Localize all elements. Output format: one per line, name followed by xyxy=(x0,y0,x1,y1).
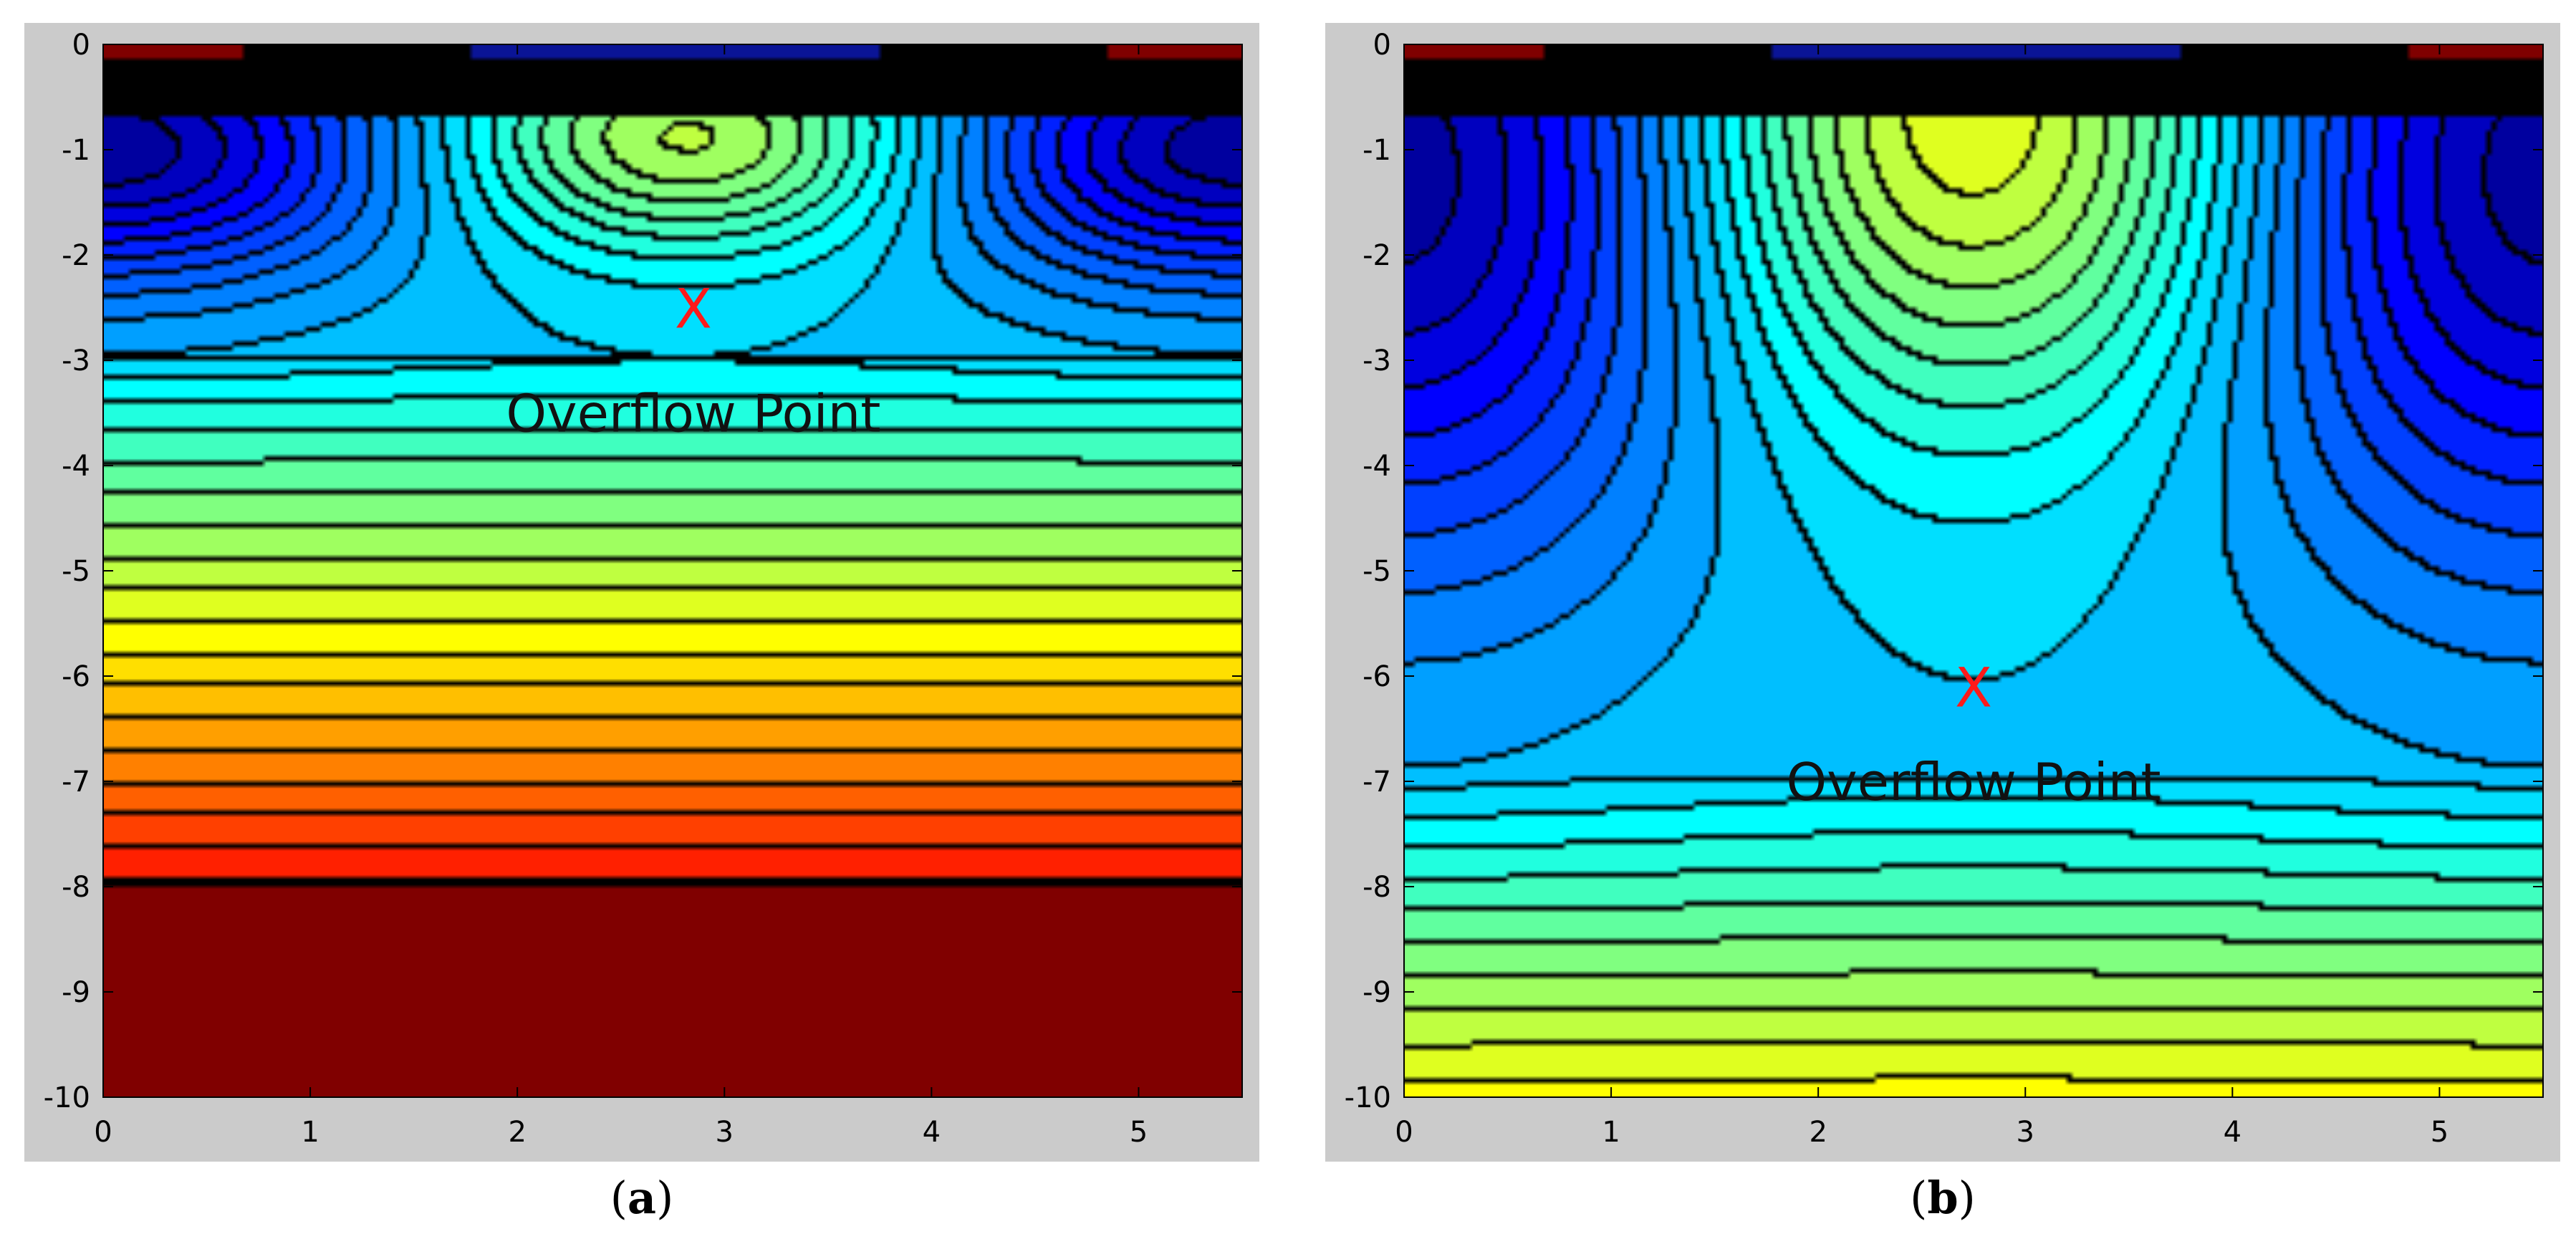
caption-b-close: ) xyxy=(1958,1172,1976,1224)
caption-b-letter: b xyxy=(1927,1172,1959,1224)
caption-a: (a) xyxy=(24,1172,1259,1224)
caption-a-letter: a xyxy=(627,1172,657,1224)
y-tick-label: -9 xyxy=(62,976,90,1009)
x-tick-label: 3 xyxy=(2017,1116,2034,1149)
y-tick-label: -4 xyxy=(62,450,90,483)
y-tick-label: -6 xyxy=(62,660,90,693)
y-tick-label: -10 xyxy=(1345,1081,1391,1114)
y-tick-label: -1 xyxy=(62,134,90,167)
contour-field xyxy=(103,44,1242,1097)
x-tick-label: 1 xyxy=(301,1116,319,1149)
y-tick-label: 0 xyxy=(1373,29,1391,62)
x-tick-label: 4 xyxy=(2224,1116,2241,1149)
x-tick-label: 0 xyxy=(1395,1116,1413,1149)
y-tick-label: 0 xyxy=(72,29,90,62)
y-tick-label: -1 xyxy=(1363,134,1391,167)
contour-plot-b-svg: 0 1 2 3 4 5 0 -1 -2 -3 -4 -5 -6 -7 -8 -9 -10 X Overflow Po… xyxy=(1345,29,2544,1149)
y-tick-label: -8 xyxy=(1363,871,1391,904)
overflow-marker: X xyxy=(1955,656,1992,720)
y-tick-label: -9 xyxy=(1363,976,1391,1009)
contour-plot-a-svg: 0 1 2 3 4 5 0 -1 -2 -3 -4 -5 -6 -7 -8 -9 -10 X Overflow Po… xyxy=(44,29,1243,1149)
y-tick-label: -7 xyxy=(1363,766,1391,799)
contour-field xyxy=(1404,44,2543,1097)
y-tick-label: -4 xyxy=(1363,450,1391,483)
caption-a-open: ( xyxy=(610,1172,628,1224)
overflow-point-label: Overflow Point xyxy=(506,384,880,444)
caption-b: (b) xyxy=(1325,1172,2560,1224)
contour-plot-a: 0 1 2 3 4 5 0 -1 -2 -3 -4 -5 -6 -7 -8 -9 -10 X Overflow Po… xyxy=(24,23,1259,1162)
y-tick-label: -2 xyxy=(1363,239,1391,272)
contour-plot-b: 0 1 2 3 4 5 0 -1 -2 -3 -4 -5 -6 -7 -8 -9 -10 X Overflow Po… xyxy=(1325,23,2560,1162)
overflow-marker: X xyxy=(675,277,712,341)
x-tick-label: 0 xyxy=(94,1116,112,1149)
overflow-point-label: Overflow Point xyxy=(1786,752,2161,812)
y-tick-label: -2 xyxy=(62,239,90,272)
x-tick-label: 1 xyxy=(1602,1116,1620,1149)
y-tick-label: -8 xyxy=(62,871,90,904)
caption-b-open: ( xyxy=(1910,1172,1928,1224)
y-tick-label: -6 xyxy=(1363,660,1391,693)
y-tick-label: -3 xyxy=(1363,344,1391,377)
y-tick-label: -10 xyxy=(44,1081,90,1114)
x-tick-label: 2 xyxy=(508,1116,526,1149)
x-tick-label: 3 xyxy=(716,1116,734,1149)
x-tick-label: 5 xyxy=(2431,1116,2448,1149)
x-tick-label: 2 xyxy=(1809,1116,1827,1149)
x-tick-label: 4 xyxy=(923,1116,941,1149)
caption-a-close: ) xyxy=(656,1172,674,1224)
y-tick-label: -3 xyxy=(62,344,90,377)
x-tick-label: 5 xyxy=(1130,1116,1148,1149)
y-tick-label: -7 xyxy=(62,766,90,799)
y-tick-label: -5 xyxy=(1363,555,1391,588)
y-tick-label: -5 xyxy=(62,555,90,588)
